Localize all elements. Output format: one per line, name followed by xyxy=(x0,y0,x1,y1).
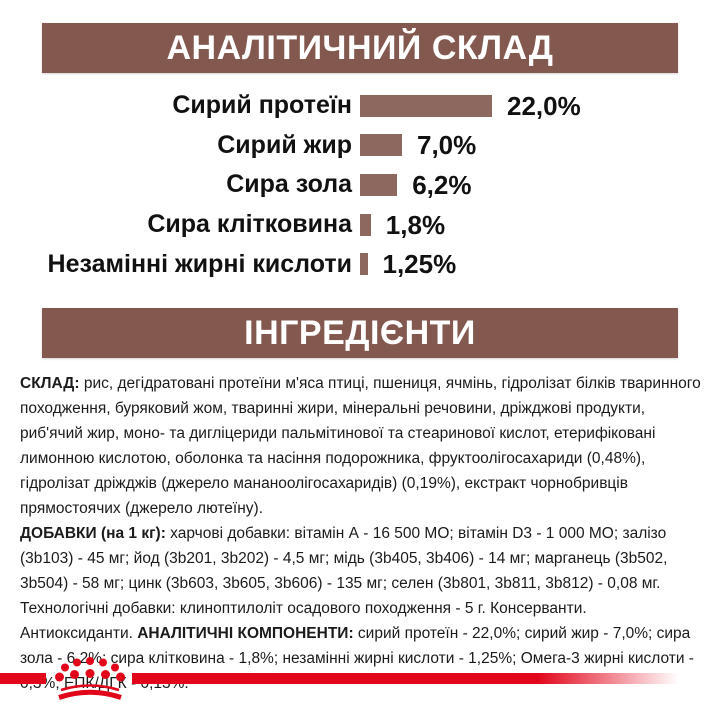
chart-category-label: Незамінні жирні кислоти xyxy=(47,249,352,278)
chart-row: Сира зола 6,2% xyxy=(20,165,700,205)
analytical-components-label: АНАЛІТИЧНІ КОМПОНЕНТИ: xyxy=(137,625,354,642)
chart-value-label: 1,25% xyxy=(382,249,457,280)
brand-stripe-right xyxy=(132,673,720,684)
chart-bar xyxy=(360,94,492,117)
chart-bar xyxy=(360,253,368,276)
ingredients-title: ІНГРЕДІЄНТИ xyxy=(244,314,476,352)
chart-category-label: Сирий жир xyxy=(217,130,352,159)
chart-bar xyxy=(360,134,402,157)
chart-row: Незамінні жирні кислоти 1,25% xyxy=(20,244,700,284)
chart-value-label: 6,2% xyxy=(412,169,472,200)
brand-stripe-left xyxy=(0,673,46,684)
additives-text: харчові добавки: вітамін А - 16 500 МО; … xyxy=(20,525,668,642)
chart-value-label: 1,8% xyxy=(385,209,446,240)
royal-canin-crown-icon xyxy=(55,656,125,702)
additives-label: ДОБАВКИ (на 1 кг): xyxy=(20,525,166,542)
composition-text: рис, дегідратовані протеїни м'яса птиці,… xyxy=(20,375,701,517)
chart-bar xyxy=(360,213,371,236)
chart-row: Сирий протеїн 22,0% xyxy=(20,86,700,126)
ingredients-text-block: СКЛАД: рис, дегідратовані протеїни м'яса… xyxy=(20,371,702,696)
chart-category-label: Сирий протеїн xyxy=(172,91,352,120)
analytical-composition-title: АНАЛІТИЧНИЙ СКЛАД xyxy=(166,29,554,67)
analytical-chart: Сирий протеїн 22,0% Сирий жир 7,0% Сира зола… xyxy=(20,86,700,284)
additives-paragraph: ДОБАВКИ (на 1 кг): харчові добавки: віта… xyxy=(20,521,702,696)
composition-label: СКЛАД: xyxy=(20,375,80,392)
chart-row: Сирий жир 7,0% xyxy=(20,126,700,166)
chart-bar xyxy=(360,173,398,196)
analytical-composition-header: АНАЛІТИЧНИЙ СКЛАД xyxy=(42,23,678,73)
analytical-components-text: сирий протеїн - 22,0%; сирий жир - 7,0%;… xyxy=(20,625,694,692)
chart-value-label: 22,0% xyxy=(507,90,581,121)
composition-paragraph: СКЛАД: рис, дегідратовані протеїни м'яса… xyxy=(20,371,702,521)
ingredients-header: ІНГРЕДІЄНТИ xyxy=(42,308,678,358)
chart-category-label: Сира зола xyxy=(226,170,352,199)
chart-value-label: 7,0% xyxy=(417,130,477,161)
chart-category-label: Сира клітковина xyxy=(147,210,352,239)
chart-row: Сира клітковина 1,8% xyxy=(20,205,700,245)
